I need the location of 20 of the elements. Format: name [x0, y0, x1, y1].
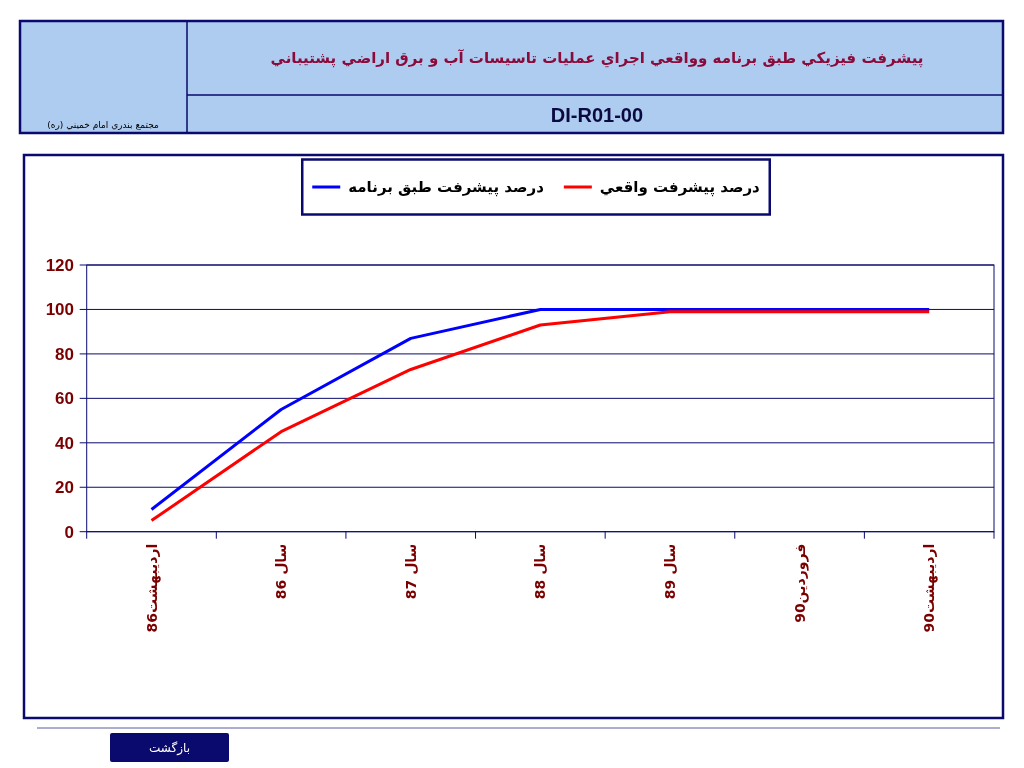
y-tick-label: 120 [45, 255, 74, 275]
legend-label: درصد پيشرفت واقعي [599, 178, 761, 198]
y-tick-label: 0 [64, 522, 74, 542]
x-tick-label: سال 86 [273, 543, 290, 600]
x-tick-label: سال 88 [532, 543, 549, 600]
x-tick-label: سال 87 [402, 543, 419, 600]
x-tick-label: سال 89 [661, 543, 678, 600]
x-tick-label: ارديبهشت86 [143, 543, 161, 633]
y-tick-label: 40 [55, 433, 74, 453]
text: مجتمع بندري امام خميني (ره) [47, 120, 159, 130]
y-tick-label: 100 [45, 300, 74, 320]
x-tick-label: ارديبهشت90 [921, 543, 939, 633]
x-tick-label: فروردين90 [791, 543, 809, 623]
y-tick-label: 60 [55, 389, 74, 409]
legend-label: درصد پيشرفت طبق برنامه [348, 178, 545, 198]
chart-title: پيشرفت فيزيكي طبق برنامه وواقعي اجراي عمليات تاسيسات آب و برق اراضي پشتيباني [270, 49, 924, 68]
y-tick-label: 20 [55, 478, 74, 498]
chart-subtitle: DI-R01-00 [550, 104, 644, 126]
back-button: بازگشت [110, 733, 229, 762]
y-tick-label: 80 [55, 344, 74, 364]
